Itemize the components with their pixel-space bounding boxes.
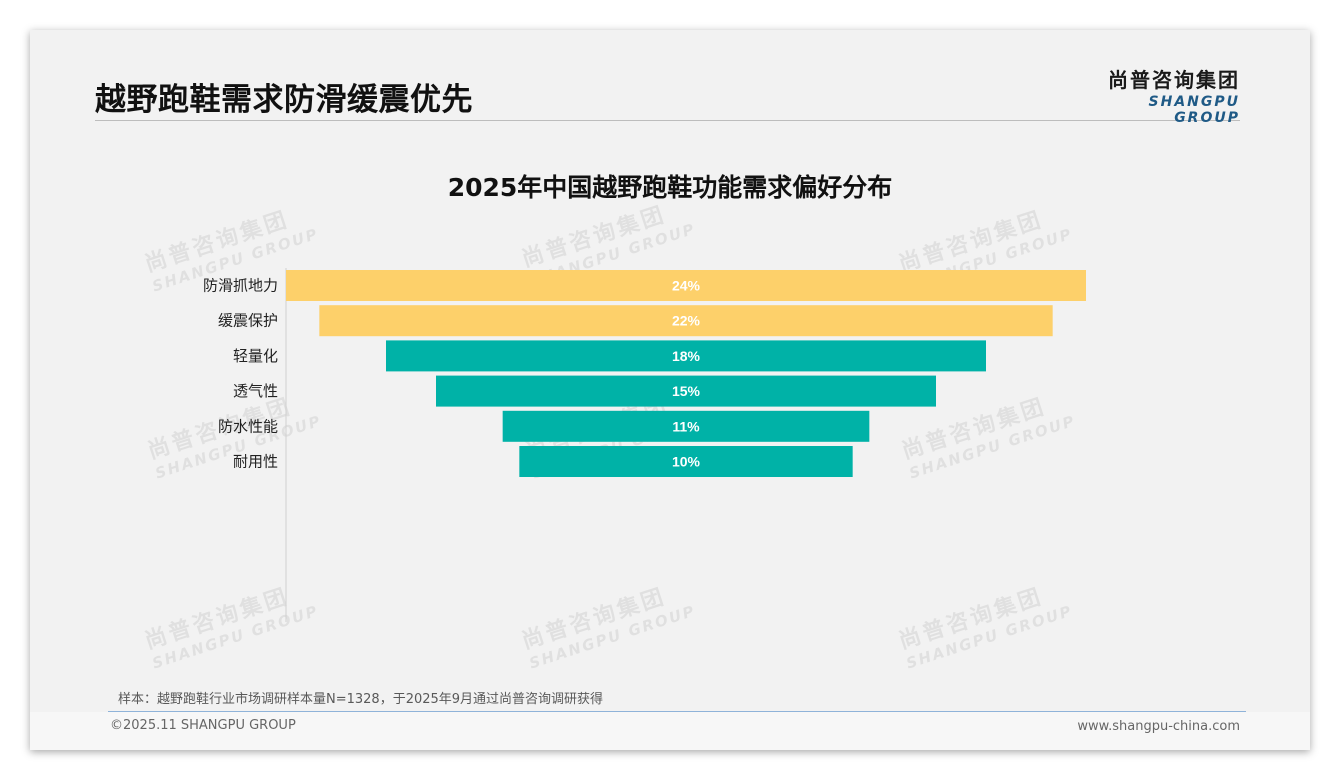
funnel-bar — [286, 270, 1086, 301]
company-logo: 尚普咨询集团 SHANGPU GROUP — [1088, 64, 1240, 126]
category-label: 防水性能 — [218, 417, 278, 435]
funnel-bar — [386, 340, 986, 372]
category-label: 轻量化 — [233, 347, 278, 365]
chart-title: 2025年中国越野跑鞋功能需求偏好分布 — [447, 173, 893, 202]
page-title: 越野跑鞋需求防滑缓震优先 — [95, 82, 473, 118]
logo-cn-text: 尚普咨询集团 — [1108, 68, 1240, 92]
copyright-text: ©2025.11 SHANGPU GROUP — [110, 718, 296, 733]
bar-value-label: 22% — [672, 313, 701, 329]
footer-divider — [108, 711, 1246, 712]
category-label: 防滑抓地力 — [203, 277, 278, 295]
sample-note: 样本：越野跑鞋行业市场调研样本量N=1328，于2025年9月通过尚普咨询调研获… — [118, 692, 604, 707]
funnel-bar — [519, 446, 853, 477]
funnel-bar — [436, 375, 936, 407]
funnel-bar — [502, 410, 870, 442]
funnel-bar — [319, 305, 1053, 337]
logo-en-text: SHANGPU GROUP — [1148, 94, 1240, 126]
category-label: 透气性 — [233, 382, 278, 400]
bar-value-label: 10% — [672, 454, 701, 470]
bar-value-label: 18% — [672, 348, 701, 364]
slide: 越野跑鞋需求防滑缓震优先 尚普咨询集团 SHANGPU GROUP 尚普咨询集团… — [30, 30, 1310, 750]
bar-value-label: 11% — [672, 418, 700, 434]
header-divider — [95, 120, 1240, 121]
category-label: 缓震保护 — [218, 312, 278, 330]
footer — [30, 712, 1310, 750]
category-label: 耐用性 — [233, 453, 278, 471]
website-text: www.shangpu-china.com — [1077, 719, 1240, 734]
funnel-chart: 24% 防滑抓地力 22% 缓震保护 18% 轻量化 15% 透气性 11% 防水性能 10% 耐用性 — [203, 268, 1086, 622]
bar-value-label: 24% — [672, 278, 701, 294]
bar-value-label: 15% — [672, 383, 701, 399]
